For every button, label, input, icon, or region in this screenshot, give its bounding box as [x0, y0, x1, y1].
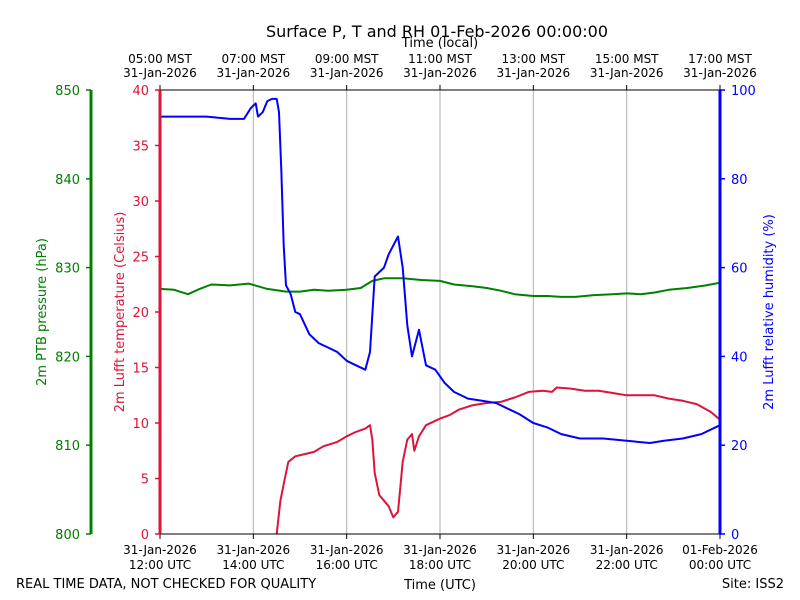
- temperature-tick-label: 5: [141, 473, 149, 488]
- temperature-tick-label: 0: [141, 528, 149, 543]
- x-tick-label-date: 31-Jan-2026: [403, 543, 477, 557]
- quality-disclaimer: REAL TIME DATA, NOT CHECKED FOR QUALITY: [16, 577, 316, 592]
- humidity-tick-label: 20: [731, 439, 748, 454]
- temperature-series-line: [275, 386, 721, 535]
- humidity-series-line: [160, 97, 721, 444]
- x-tick-label-time: 00:00 UTC: [689, 558, 751, 572]
- top-tick-label-date: 31-Jan-2026: [590, 66, 664, 80]
- humidity-tick-label: 40: [731, 350, 748, 365]
- x-tick-label-time: 12:00 UTC: [129, 558, 191, 572]
- x-tick-label-date: 31-Jan-2026: [123, 543, 197, 557]
- x-tick-label-date: 01-Feb-2026: [682, 543, 758, 557]
- x-tick-label-time: 20:00 UTC: [502, 558, 564, 572]
- temperature-tick-label: 10: [132, 417, 149, 432]
- pressure-tick-label: 830: [55, 262, 80, 277]
- top-tick-label-time: 15:00 MST: [595, 52, 659, 66]
- pressure-tick-label: 810: [55, 439, 80, 454]
- top-tick-label-date: 31-Jan-2026: [217, 66, 291, 80]
- x-tick-label-time: 14:00 UTC: [222, 558, 284, 572]
- x-axis-label: Time (UTC): [403, 578, 476, 593]
- x-tick-label-date: 31-Jan-2026: [590, 543, 664, 557]
- humidity-tick-label: 80: [731, 173, 748, 188]
- x-tick-label-date: 31-Jan-2026: [217, 543, 291, 557]
- x-tick-label-date: 31-Jan-2026: [497, 543, 571, 557]
- top-tick-label-time: 13:00 MST: [501, 52, 565, 66]
- top-tick-label-date: 31-Jan-2026: [123, 66, 197, 80]
- pressure-axis-label: 2m PTB pressure (hPa): [35, 238, 50, 386]
- top-axis-label: Time (local): [401, 36, 478, 51]
- temperature-tick-label: 40: [132, 84, 149, 99]
- top-tick-label-time: 09:00 MST: [315, 52, 379, 66]
- top-tick-label-time: 17:00 MST: [688, 52, 752, 66]
- pressure-tick-label: 840: [55, 173, 80, 188]
- temperature-tick-label: 35: [132, 140, 149, 155]
- temperature-tick-label: 30: [132, 195, 149, 210]
- temperature-tick-label: 15: [132, 362, 149, 377]
- top-tick-label-time: 11:00 MST: [408, 52, 472, 66]
- chart-title: Surface P, T and RH 01-Feb-2026 00:00:00: [266, 22, 608, 41]
- humidity-tick-label: 60: [731, 262, 748, 277]
- pressure-tick-label: 820: [55, 350, 80, 365]
- humidity-tick-label: 0: [731, 528, 739, 543]
- top-tick-label-date: 31-Jan-2026: [683, 66, 757, 80]
- temperature-tick-label: 25: [132, 251, 149, 266]
- site-label: Site: ISS2: [722, 577, 784, 592]
- x-tick-label-time: 22:00 UTC: [596, 558, 658, 572]
- x-tick-label-date: 31-Jan-2026: [310, 543, 384, 557]
- top-tick-label-date: 31-Jan-2026: [497, 66, 571, 80]
- pressure-tick-label: 800: [55, 528, 80, 543]
- temperature-tick-label: 20: [132, 306, 149, 321]
- top-tick-label-date: 31-Jan-2026: [403, 66, 477, 80]
- temperature-axis-label: 2m Lufft temperature (Celsius): [113, 212, 128, 413]
- grid-lines: [252, 90, 628, 534]
- x-tick-label-time: 16:00 UTC: [316, 558, 378, 572]
- pressure-tick-label: 850: [55, 84, 80, 99]
- top-tick-label-time: 07:00 MST: [221, 52, 285, 66]
- x-tick-label-time: 18:00 UTC: [409, 558, 471, 572]
- pressure-series-line: [159, 277, 721, 298]
- humidity-tick-label: 100: [731, 84, 756, 99]
- humidity-axis-label: 2m Lufft relative humidity (%): [762, 214, 777, 410]
- top-tick-label-time: 05:00 MST: [128, 52, 192, 66]
- top-tick-label-date: 31-Jan-2026: [310, 66, 384, 80]
- series-lines: [159, 97, 721, 535]
